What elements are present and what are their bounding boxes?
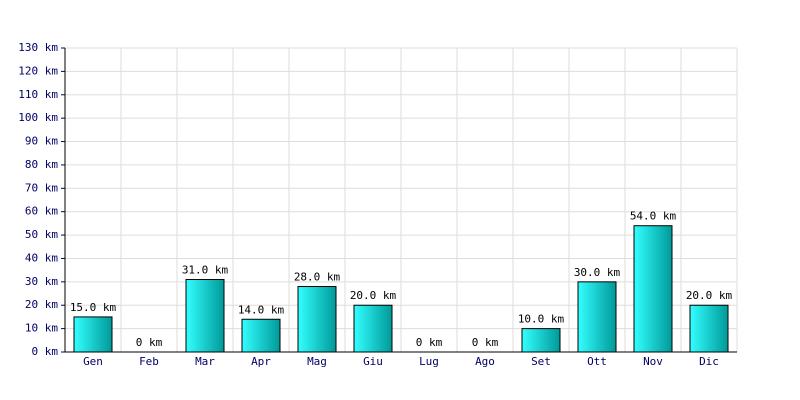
bar [577, 281, 617, 353]
x-tick-label: Lug [419, 355, 439, 368]
x-tick-label: Feb [139, 355, 159, 368]
y-tick-label: 10 km [25, 322, 58, 335]
bar [185, 279, 225, 353]
y-tick-label: 30 km [25, 275, 58, 288]
bar [633, 225, 673, 353]
value-label: 20.0 km [350, 289, 397, 302]
bar [353, 304, 393, 353]
bar [297, 286, 337, 353]
value-label: 30.0 km [574, 266, 621, 279]
y-tick-label: 40 km [25, 251, 58, 264]
x-tick-label: Ago [475, 355, 495, 368]
x-tick-label: Apr [251, 355, 271, 368]
value-label: 28.0 km [294, 271, 341, 284]
y-tick-label: 60 km [25, 205, 58, 218]
value-label: 54.0 km [630, 210, 677, 223]
value-label: 20.0 km [686, 289, 733, 302]
y-tick-label: 0 km [32, 345, 59, 358]
x-tick-label: Nov [643, 355, 663, 368]
y-tick-label: 120 km [18, 64, 58, 77]
y-tick-label: 20 km [25, 298, 58, 311]
bar [73, 316, 113, 353]
bar [521, 328, 561, 353]
bar [689, 304, 729, 353]
x-tick-label: Ott [587, 355, 607, 368]
value-label: 0 km [472, 336, 499, 349]
value-label: 31.0 km [182, 264, 229, 277]
x-tick-label: Giu [363, 355, 383, 368]
x-tick-label: Dic [699, 355, 719, 368]
value-label: 14.0 km [238, 303, 285, 316]
x-tick-label: Mar [195, 355, 215, 368]
value-label: 0 km [136, 336, 163, 349]
x-tick-label: Set [531, 355, 551, 368]
y-tick-label: 70 km [25, 181, 58, 194]
value-label: 15.0 km [70, 301, 117, 314]
y-tick-label: 110 km [18, 88, 58, 101]
value-label: 10.0 km [518, 313, 565, 326]
y-tick-label: 90 km [25, 135, 58, 148]
x-tick-label: Mag [307, 355, 327, 368]
y-tick-label: 100 km [18, 111, 58, 124]
y-tick-label: 50 km [25, 228, 58, 241]
bar [241, 318, 281, 353]
x-tick-label: Gen [83, 355, 103, 368]
y-tick-label: 130 km [18, 41, 58, 54]
value-label: 0 km [416, 336, 443, 349]
y-tick-label: 80 km [25, 158, 58, 171]
